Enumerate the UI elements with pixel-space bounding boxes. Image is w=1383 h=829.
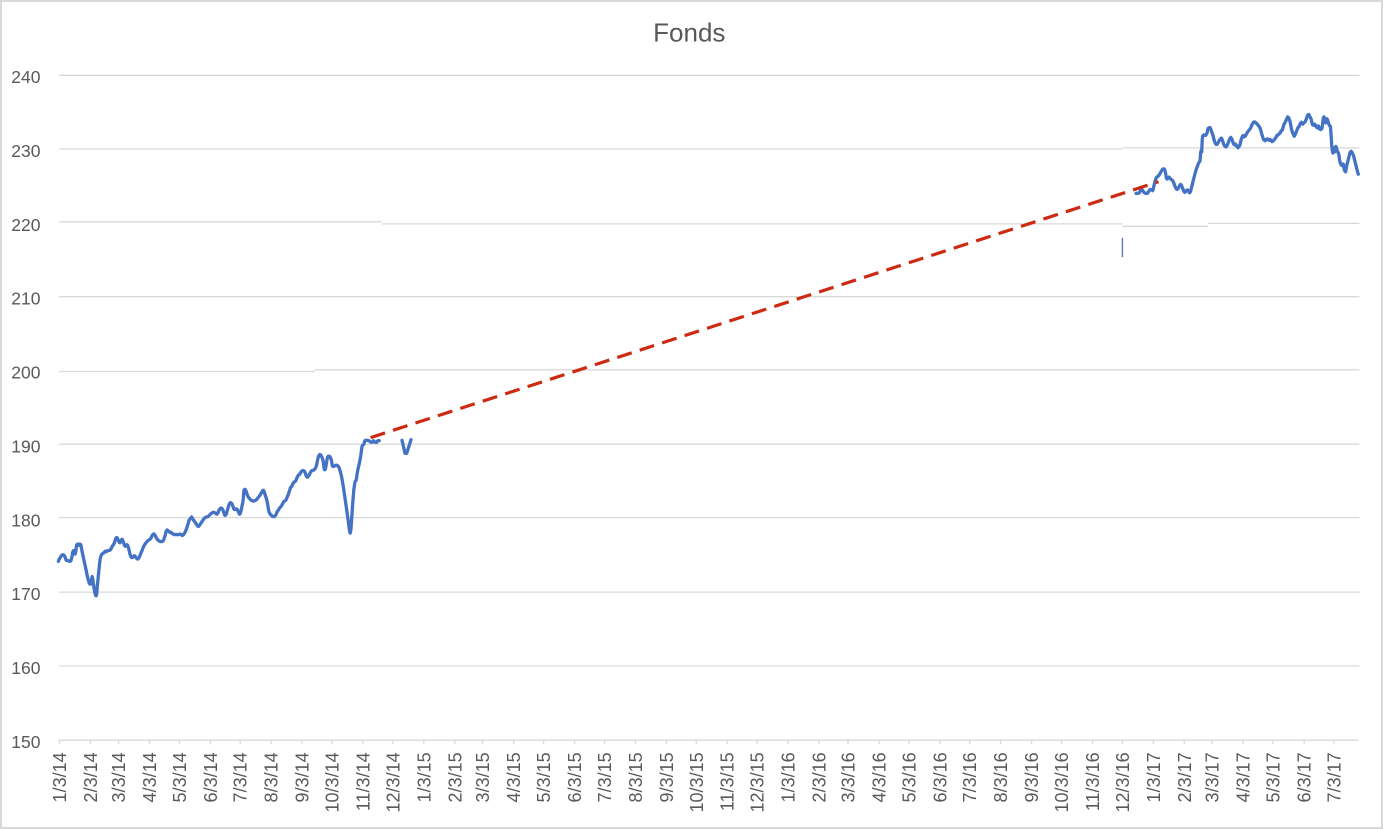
svg-text:1/3/14: 1/3/14 (50, 752, 70, 802)
svg-text:2/3/14: 2/3/14 (81, 752, 101, 802)
svg-text:150: 150 (11, 732, 40, 752)
svg-text:6/3/16: 6/3/16 (930, 752, 950, 802)
svg-text:7/3/17: 7/3/17 (1325, 752, 1345, 802)
svg-text:5/3/17: 5/3/17 (1264, 752, 1284, 802)
svg-text:11/3/14: 11/3/14 (354, 752, 374, 811)
svg-text:7/3/14: 7/3/14 (231, 752, 251, 802)
svg-text:12/3/14: 12/3/14 (383, 752, 403, 812)
svg-text:11/3/15: 11/3/15 (718, 752, 738, 811)
svg-text:9/3/14: 9/3/14 (293, 752, 313, 802)
svg-text:1/3/15: 1/3/15 (414, 752, 434, 802)
svg-text:7/3/15: 7/3/15 (595, 752, 615, 802)
svg-text:4/3/15: 4/3/15 (504, 752, 524, 802)
svg-text:10/3/15: 10/3/15 (687, 752, 707, 812)
svg-text:240: 240 (11, 67, 40, 87)
svg-text:10/3/16: 10/3/16 (1052, 752, 1072, 812)
svg-text:3/3/15: 3/3/15 (473, 752, 493, 802)
svg-text:3/3/14: 3/3/14 (109, 752, 129, 802)
svg-text:220: 220 (11, 215, 40, 235)
svg-text:180: 180 (11, 510, 40, 530)
svg-text:1/3/17: 1/3/17 (1144, 752, 1164, 802)
svg-text:5/3/14: 5/3/14 (170, 752, 190, 802)
svg-text:12/3/16: 12/3/16 (1113, 752, 1133, 812)
svg-text:11/3/16: 11/3/16 (1083, 752, 1103, 811)
svg-text:230: 230 (11, 141, 40, 161)
svg-text:6/3/15: 6/3/15 (565, 752, 585, 802)
svg-text:170: 170 (11, 584, 40, 604)
svg-text:12/3/15: 12/3/15 (748, 752, 768, 812)
svg-text:9/3/16: 9/3/16 (1022, 752, 1042, 802)
svg-text:2/3/16: 2/3/16 (810, 752, 830, 802)
svg-text:6/3/14: 6/3/14 (201, 752, 221, 802)
svg-text:210: 210 (11, 289, 40, 309)
svg-text:3/3/16: 3/3/16 (839, 752, 859, 802)
svg-text:8/3/15: 8/3/15 (626, 752, 646, 802)
svg-text:190: 190 (11, 436, 40, 456)
svg-text:6/3/17: 6/3/17 (1295, 752, 1315, 802)
svg-text:2/3/17: 2/3/17 (1175, 752, 1195, 802)
svg-text:7/3/16: 7/3/16 (960, 752, 980, 802)
svg-text:8/3/14: 8/3/14 (262, 752, 282, 802)
svg-text:10/3/14: 10/3/14 (323, 752, 343, 812)
svg-text:9/3/15: 9/3/15 (657, 752, 677, 802)
svg-text:200: 200 (11, 363, 40, 383)
svg-text:5/3/16: 5/3/16 (899, 752, 919, 802)
svg-text:3/3/17: 3/3/17 (1203, 752, 1223, 802)
svg-text:2/3/15: 2/3/15 (445, 752, 465, 802)
svg-text:160: 160 (11, 658, 40, 678)
svg-text:4/3/16: 4/3/16 (869, 752, 889, 802)
svg-text:4/3/14: 4/3/14 (140, 752, 160, 802)
svg-text:4/3/17: 4/3/17 (1234, 752, 1254, 802)
svg-text:8/3/16: 8/3/16 (991, 752, 1011, 802)
svg-text:1/3/16: 1/3/16 (779, 752, 799, 802)
svg-text:5/3/15: 5/3/15 (534, 752, 554, 802)
svg-text:Fonds: Fonds (653, 18, 725, 48)
